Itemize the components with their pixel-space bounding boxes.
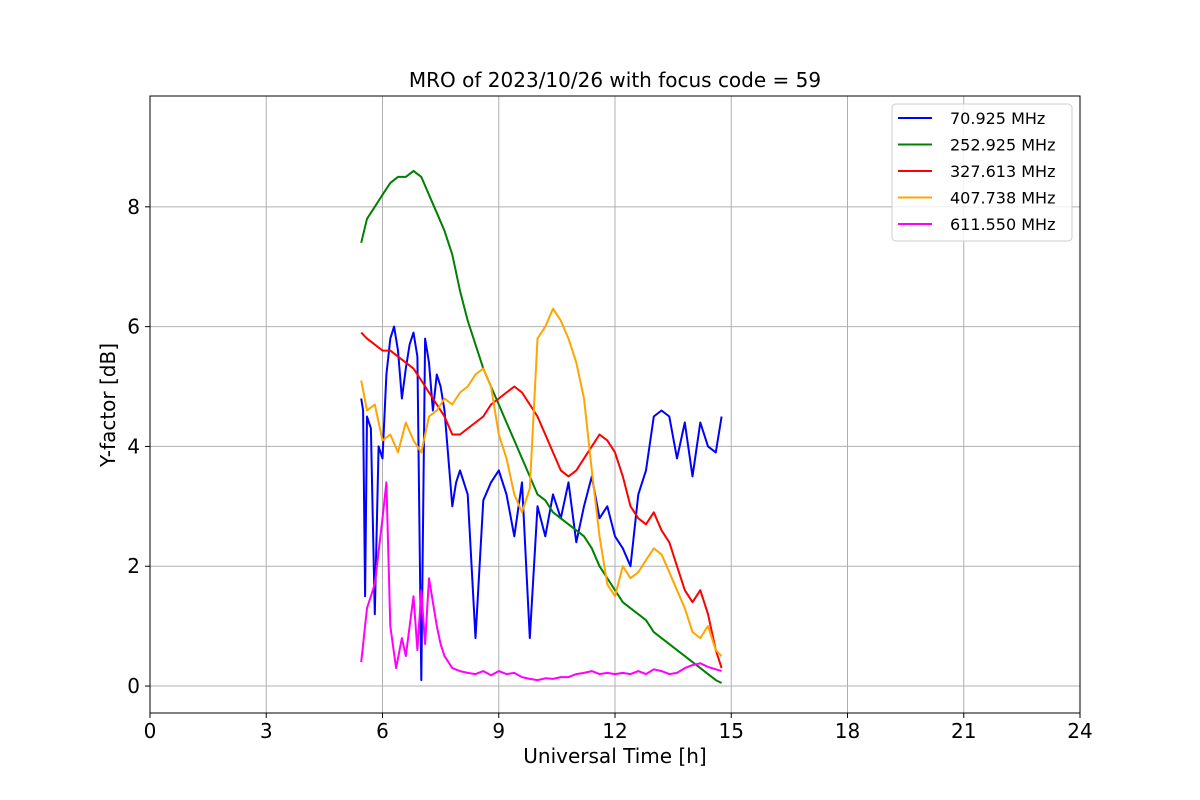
series-line-2: [360, 331, 723, 669]
x-tick-label: 3: [260, 719, 273, 743]
series-lines: [360, 169, 723, 684]
legend-box: [891, 103, 1073, 242]
x-axis-label: Universal Time [h]: [523, 744, 706, 768]
chart-title: MRO of 2023/10/26 with focus code = 59: [409, 68, 821, 92]
x-tick-label: 24: [1067, 719, 1092, 743]
y-tick-label: 8: [127, 195, 140, 219]
series-line-3: [360, 307, 723, 657]
legend-label-0: 70.925 MHz: [950, 109, 1045, 128]
legend-label-4: 611.550 MHz: [950, 215, 1055, 234]
x-tick-label: 12: [602, 719, 627, 743]
series-line-0: [360, 325, 723, 682]
legend-label-2: 327.613 MHz: [950, 162, 1055, 181]
x-tick-label: 21: [951, 719, 976, 743]
y-tick-label: 0: [127, 674, 140, 698]
legend: 70.925 MHz 252.925 MHz 327.613 MHz 407.738 …: [891, 103, 1073, 242]
x-tick-label: 0: [144, 719, 157, 743]
legend-label-1: 252.925 MHz: [950, 136, 1055, 155]
x-tick-label: 18: [835, 719, 860, 743]
y-tick-label: 4: [127, 434, 140, 458]
y-tick-label: 6: [127, 315, 140, 339]
series-line-4: [360, 481, 722, 682]
y-tick-label: 2: [127, 554, 140, 578]
x-tick-label: 6: [376, 719, 389, 743]
y-axis-label: Y-factor [dB]: [96, 343, 120, 468]
series-line-1: [360, 169, 723, 684]
x-tick-label: 9: [492, 719, 505, 743]
x-tick-label: 15: [719, 719, 744, 743]
legend-label-3: 407.738 MHz: [950, 189, 1055, 208]
